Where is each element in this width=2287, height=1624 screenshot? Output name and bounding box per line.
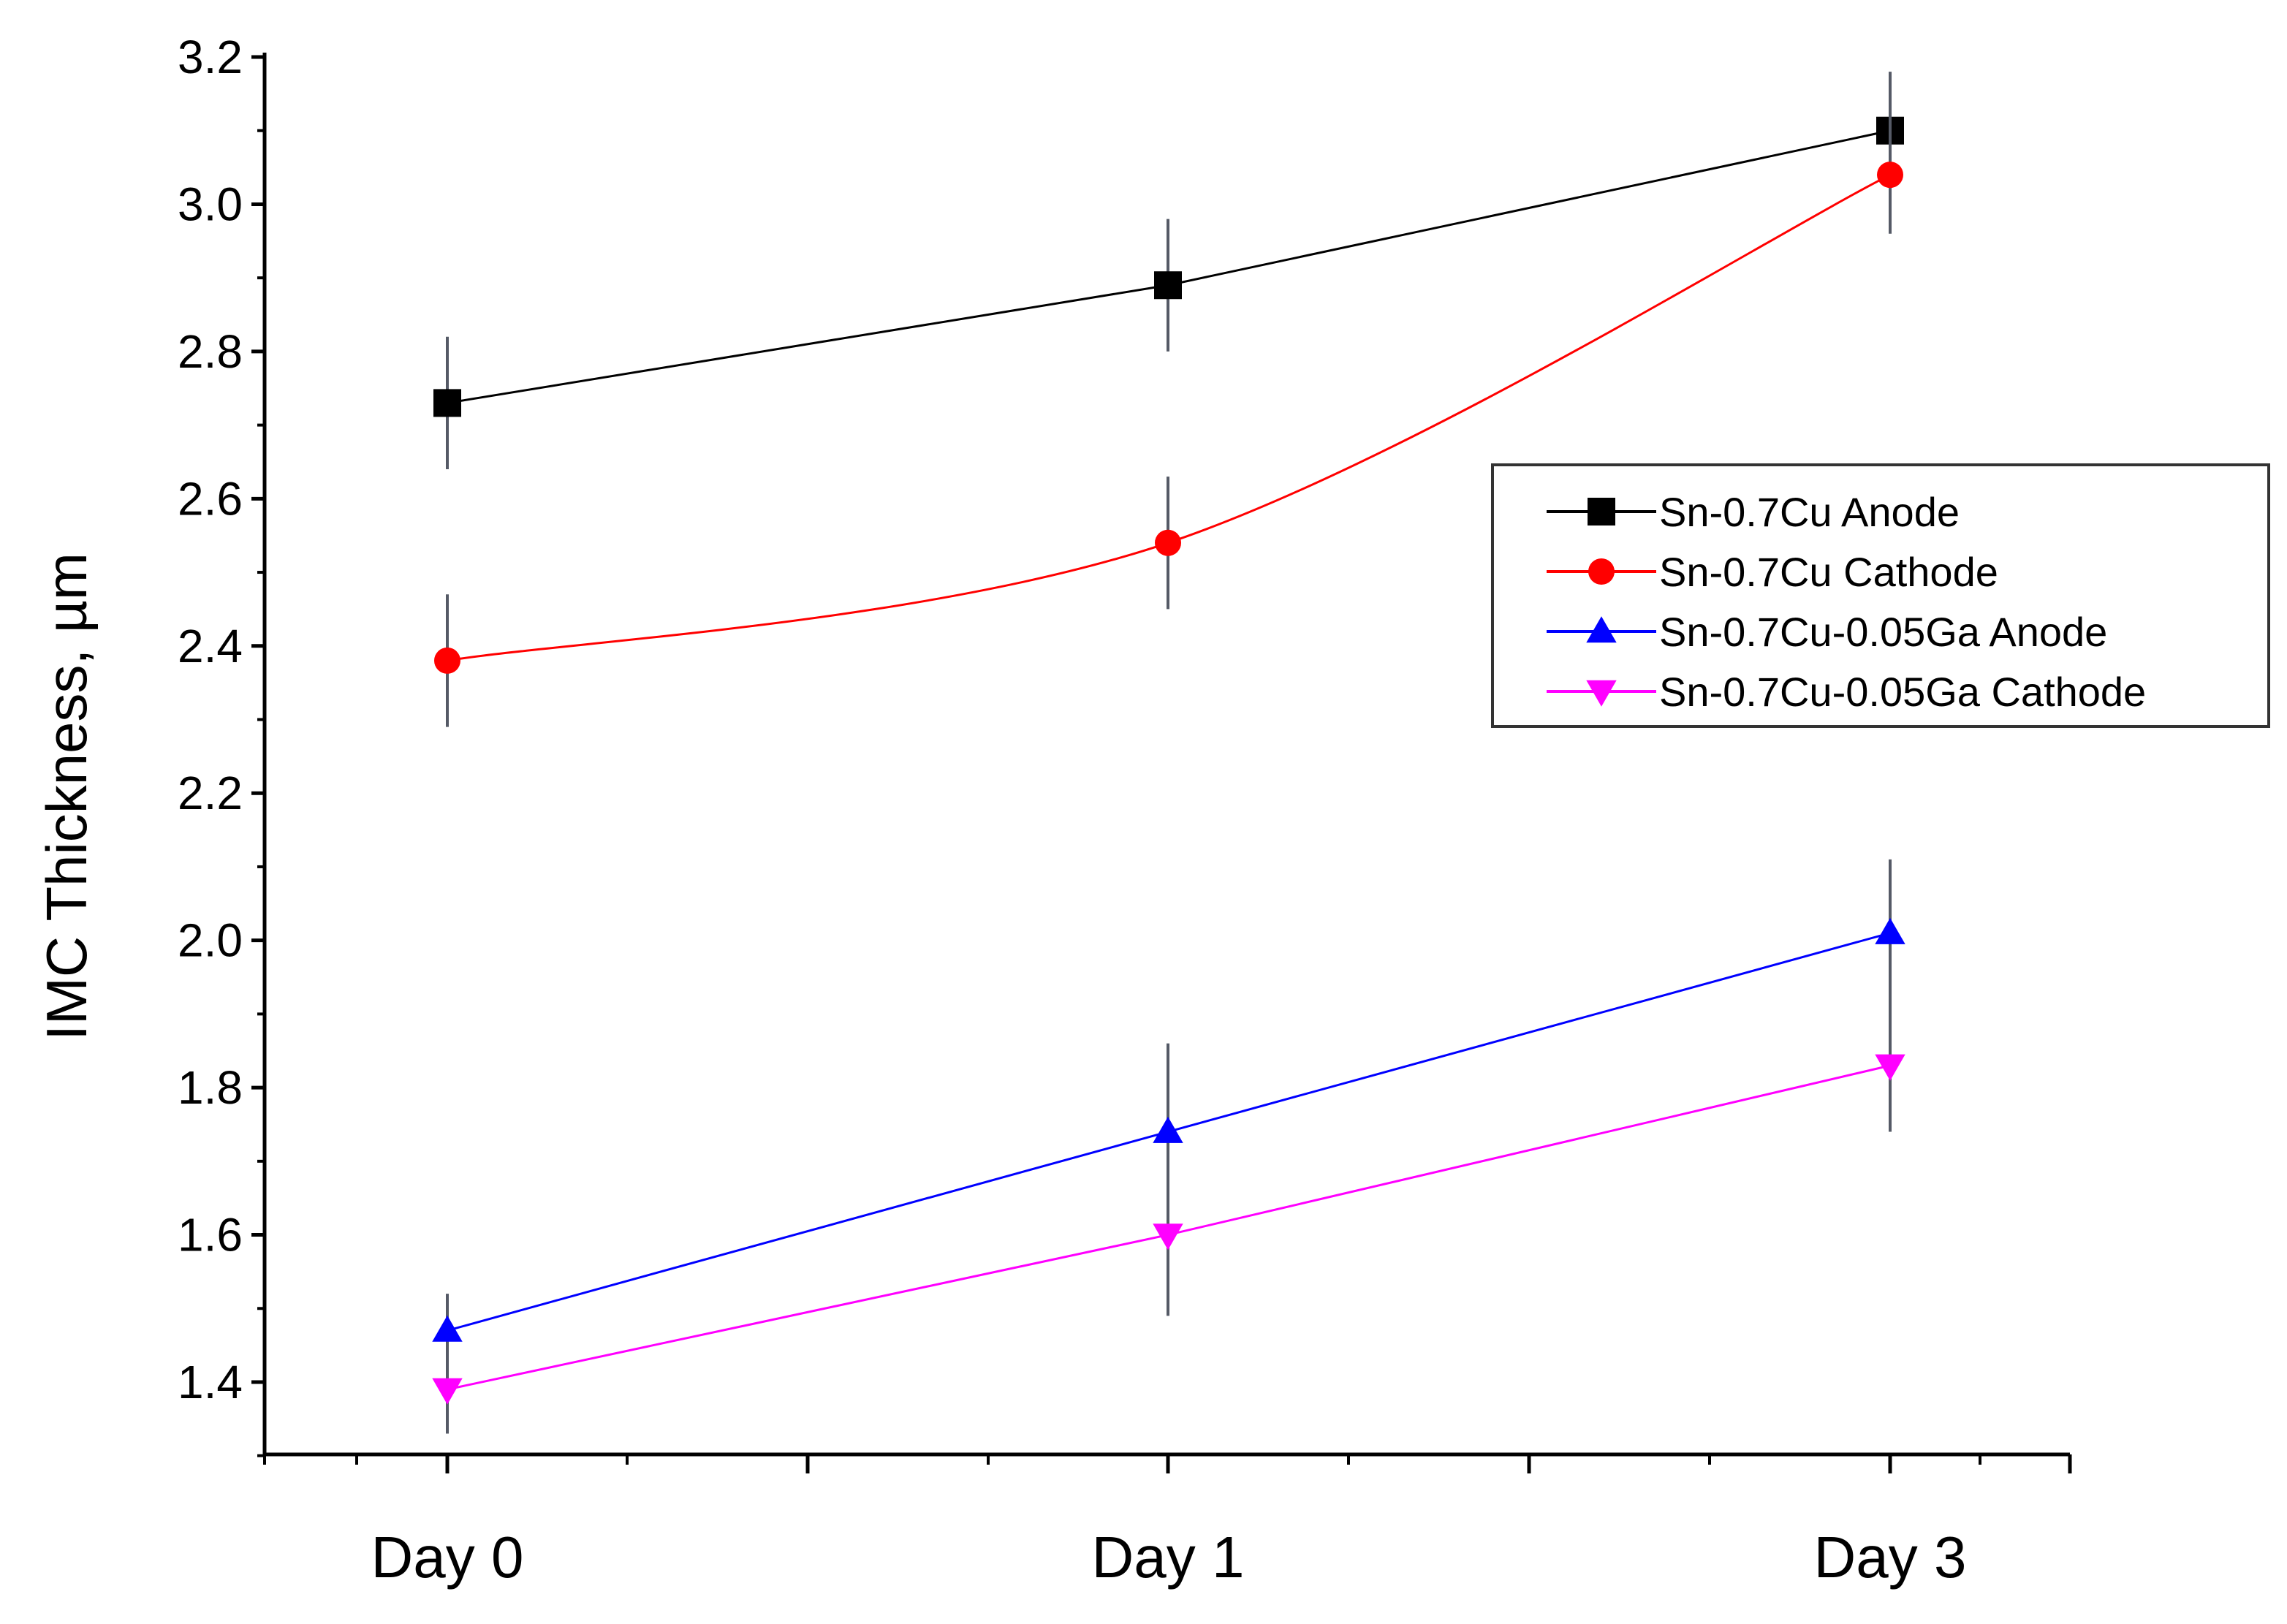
y-tick-label: 2.4 — [178, 620, 243, 672]
legend-item: Sn-0.7Cu Anode — [1547, 489, 1960, 535]
legend-marker — [1586, 680, 1617, 707]
series-2 — [434, 115, 1903, 727]
x-tick-label: Day 1 — [1092, 1525, 1245, 1590]
data-point — [433, 389, 461, 417]
data-point — [1153, 1223, 1183, 1251]
series-1 — [433, 72, 1904, 470]
y-tick-label: 2.6 — [178, 472, 243, 525]
x-ticks: Day 0 Day 1 Day 3 — [263, 1454, 2072, 1590]
x-tick-label: Day 0 — [371, 1525, 524, 1590]
legend-label: Sn-0.7Cu-0.05Ga Cathode — [1659, 669, 2146, 715]
y-axis-title: IMC Thickness, µm — [34, 553, 99, 1041]
y-tick-label: 1.8 — [178, 1061, 243, 1114]
legend-item: Sn-0.7Cu-0.05Ga Anode — [1547, 609, 2107, 655]
legend-label: Sn-0.7Cu Anode — [1659, 489, 1960, 535]
y-tick-label: 2.8 — [178, 325, 243, 378]
y-tick-label: 1.4 — [178, 1356, 243, 1408]
legend-label: Sn-0.7Cu Cathode — [1659, 549, 1998, 595]
series-4 — [432, 999, 1905, 1434]
series-layer — [432, 72, 1905, 1434]
y-tick-label: 2.2 — [178, 767, 243, 819]
data-point — [1155, 529, 1181, 556]
legend: Sn-0.7Cu Anode Sn-0.7Cu Cathode Sn-0.7Cu-0… — [1491, 463, 2270, 728]
legend-item: Sn-0.7Cu-0.05Ga Cathode — [1547, 669, 2146, 715]
y-tick-label: 3.0 — [178, 178, 243, 230]
data-point — [1875, 917, 1905, 944]
legend-item: Sn-0.7Cu Cathode — [1547, 549, 1998, 595]
legend-box — [1491, 463, 2270, 728]
data-point — [1877, 162, 1903, 189]
data-point — [432, 1378, 463, 1405]
legend-marker — [1588, 558, 1615, 585]
legend-marker — [1586, 616, 1617, 643]
y-tick-label: 3.2 — [178, 31, 243, 83]
data-point — [434, 647, 460, 674]
y-tick-label: 1.6 — [178, 1209, 243, 1261]
x-tick-label: Day 3 — [1814, 1525, 1967, 1590]
y-ticks: 1.4 1.6 1.8 2.0 2.2 2.4 2.6 2.8 3.0 3.2 — [178, 31, 265, 1457]
legend-label: Sn-0.7Cu-0.05Ga Anode — [1659, 609, 2107, 655]
legend-marker — [1588, 498, 1615, 525]
data-point — [432, 1315, 463, 1342]
data-point — [1875, 1054, 1905, 1081]
data-point — [1154, 271, 1182, 300]
series-3 — [432, 859, 1905, 1367]
data-point — [1153, 1116, 1183, 1143]
y-tick-label: 2.0 — [178, 914, 243, 967]
